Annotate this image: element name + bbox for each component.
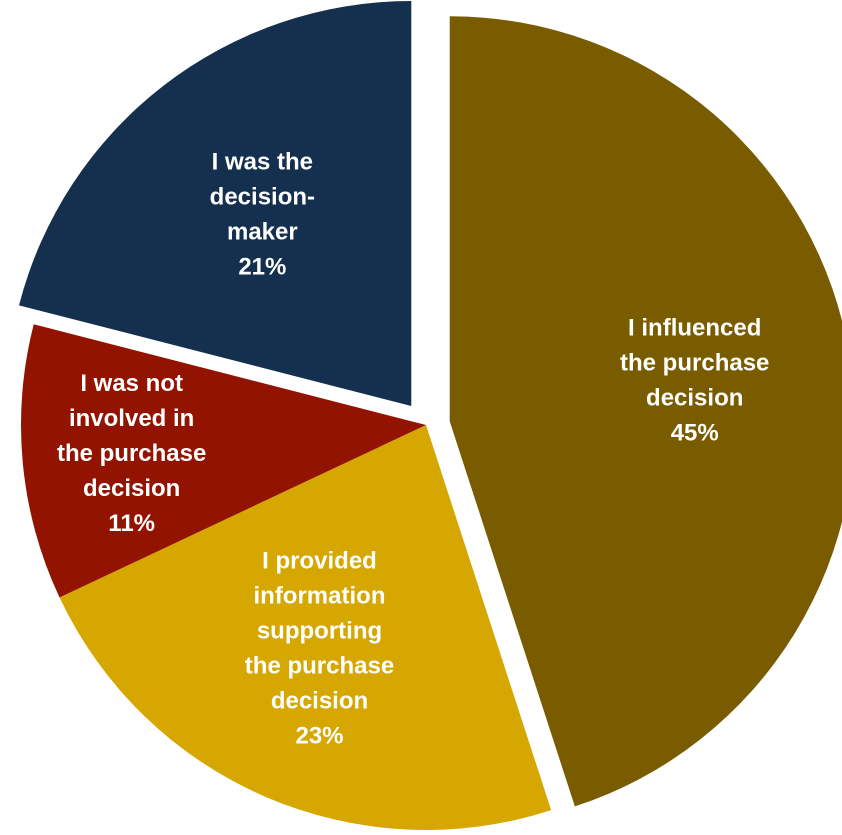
slice-percent-not-involved: 11% <box>108 510 155 537</box>
slice-label-line: I was the <box>212 149 313 176</box>
slice-label-line: involved in <box>69 405 194 432</box>
slice-label-line: information <box>253 583 385 610</box>
pie-slice-not-involved <box>21 324 427 598</box>
slice-percent-provided: 23% <box>295 723 343 750</box>
data-label-influenced: I influenced the purchase decision 45% <box>620 315 769 447</box>
slice-label-line: decision <box>271 688 368 715</box>
pie-slice-decision-maker <box>19 1 412 407</box>
slice-label-line: decision <box>646 385 743 412</box>
slice-percent-decision-maker: 21% <box>238 254 286 281</box>
data-label-not-involved: I was not involved in the purchase decision… <box>57 370 206 537</box>
pie-slice-influenced <box>449 16 842 807</box>
slice-label-line: decision- <box>210 184 315 211</box>
slice-label-line: the purchase <box>620 350 769 377</box>
slice-percent-influenced: 45% <box>671 420 719 447</box>
slice-label-line: decision <box>83 475 180 502</box>
slice-label-line: maker <box>227 219 298 246</box>
pie-slice-provided <box>59 425 552 831</box>
data-label-provided: I provided information supporting the purch… <box>245 548 394 750</box>
slice-label-line: the purchase <box>245 653 394 680</box>
slice-label-line: I provided <box>262 548 377 575</box>
slice-label-line: I was not <box>80 370 183 397</box>
slice-label-line: the purchase <box>57 440 206 467</box>
slice-label-line: supporting <box>257 618 382 645</box>
slice-label-line: I influenced <box>628 315 761 342</box>
data-label-decision-maker: I was the decision-maker 21% <box>210 149 315 281</box>
